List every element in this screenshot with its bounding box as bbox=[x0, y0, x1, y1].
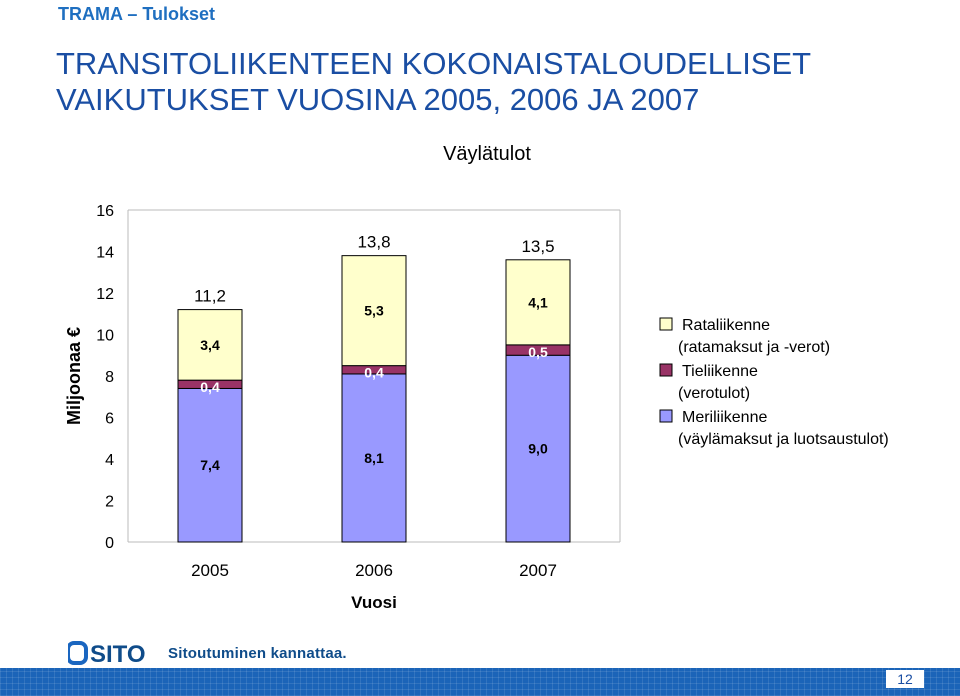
data-label: 0,4 bbox=[364, 365, 384, 381]
data-label: 4,1 bbox=[528, 294, 548, 310]
data-label: 8,1 bbox=[364, 450, 384, 466]
y-tick-label: 12 bbox=[96, 286, 114, 303]
data-label: 7,4 bbox=[200, 457, 220, 473]
chart-title: Väylätulot bbox=[443, 143, 531, 165]
data-label: 0,4 bbox=[200, 379, 220, 395]
y-tick-label: 14 bbox=[96, 245, 114, 262]
total-label: 11,2 bbox=[194, 287, 226, 306]
bar-segment bbox=[341, 255, 407, 367]
bar-segment bbox=[505, 354, 571, 543]
legend-label: Tieliikenne bbox=[682, 363, 758, 380]
footer-bar bbox=[0, 668, 960, 696]
header-tag: TRAMA – Tulokset bbox=[58, 4, 216, 24]
x-axis-title: Vuosi bbox=[351, 593, 397, 612]
legend-label: Meriliikenne bbox=[682, 409, 767, 426]
y-tick-label: 8 bbox=[105, 369, 114, 386]
bar-segment bbox=[177, 387, 243, 543]
sito-logo-icon: SITO bbox=[68, 641, 146, 666]
x-tick-label: 2007 bbox=[519, 561, 557, 580]
data-label: 5,3 bbox=[364, 303, 384, 319]
page-number: 12 bbox=[886, 670, 924, 688]
legend-label-detail: (väylämaksut ja luotsaustulot) bbox=[678, 431, 889, 448]
y-tick-label: 6 bbox=[105, 411, 114, 428]
y-tick-label: 0 bbox=[105, 535, 114, 552]
page-title-line-2: VAIKUTUKSET VUOSINA 2005, 2006 JA 2007 bbox=[56, 82, 700, 117]
footer-slogan: Sitoutuminen kannattaa. bbox=[168, 645, 347, 662]
total-label: 13,8 bbox=[357, 233, 390, 252]
data-label: 3,4 bbox=[200, 337, 220, 353]
page-title: TRANSITOLIIKENTEEN KOKONAISTALOUDELLISET… bbox=[56, 46, 811, 118]
total-label: 13,5 bbox=[521, 237, 554, 256]
legend-swatch bbox=[659, 317, 673, 331]
x-tick-label: 2005 bbox=[191, 561, 229, 580]
y-tick-label: 16 bbox=[96, 203, 114, 220]
legend-label: Rataliikenne bbox=[682, 317, 770, 334]
data-label: 0,5 bbox=[528, 344, 548, 360]
legend-swatch bbox=[659, 363, 673, 377]
bar-segment bbox=[177, 309, 243, 381]
data-label: 9,0 bbox=[528, 441, 548, 457]
bar-segment bbox=[505, 259, 571, 346]
legend-label-detail: (ratamaksut ja -verot) bbox=[678, 339, 830, 356]
x-tick-label: 2006 bbox=[355, 561, 393, 580]
bar-segment bbox=[341, 373, 407, 543]
svg-text:SITO: SITO bbox=[90, 641, 146, 666]
legend-label-detail: (verotulot) bbox=[678, 385, 750, 402]
legend-swatch bbox=[659, 409, 673, 423]
stacked-bar-chart: Väylätulot 0 2 4 6 8 10 12 14 16 Miljoonaa € 7,4 0,4… bbox=[64, 143, 889, 612]
y-tick-label: 4 bbox=[105, 452, 114, 469]
y-axis-title: Miljoonaa € bbox=[64, 327, 84, 425]
y-tick-label: 10 bbox=[96, 328, 114, 345]
y-tick-label: 2 bbox=[105, 494, 114, 511]
page-title-line-1: TRANSITOLIIKENTEEN KOKONAISTALOUDELLISET bbox=[56, 46, 812, 81]
